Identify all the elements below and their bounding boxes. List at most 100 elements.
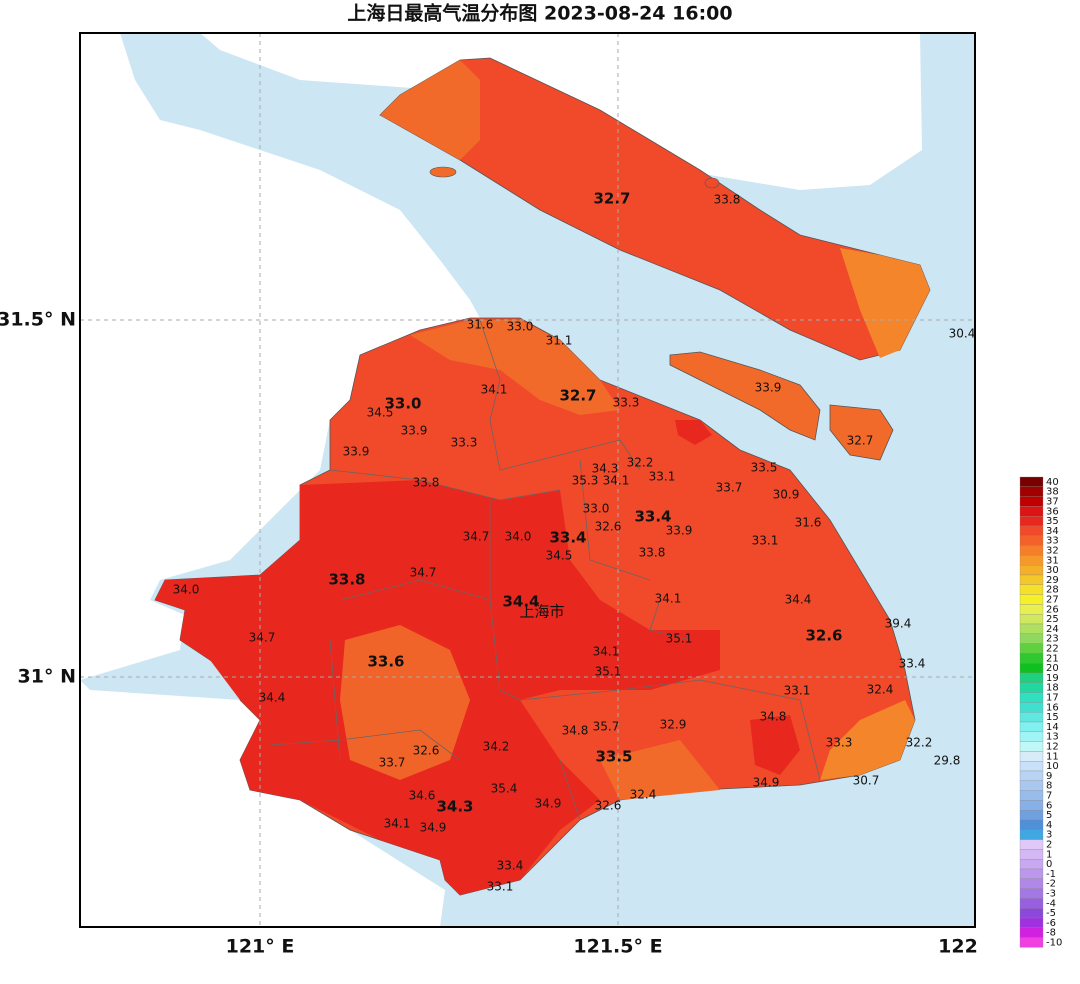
lon-label: 121° E xyxy=(226,936,295,958)
legend-swatch xyxy=(1019,594,1044,605)
legend-label: 20 xyxy=(1046,663,1059,674)
station-value: 34.4 xyxy=(259,691,286,705)
legend-label: 16 xyxy=(1046,702,1059,713)
legend-swatch xyxy=(1019,643,1044,654)
legend-swatch xyxy=(1019,702,1044,713)
station-value: 32.4 xyxy=(630,788,657,802)
legend-label: 40 xyxy=(1046,477,1059,488)
legend-label: 24 xyxy=(1046,624,1059,635)
legend-swatch xyxy=(1019,672,1044,683)
station-value: 33.7 xyxy=(716,481,743,495)
legend-swatch xyxy=(1019,584,1044,595)
legend-swatch xyxy=(1019,623,1044,634)
legend-swatch xyxy=(1019,486,1044,497)
legend-swatch xyxy=(1019,535,1044,546)
legend-swatch xyxy=(1019,927,1044,938)
legend-swatch xyxy=(1019,908,1044,919)
station-value: 33.3 xyxy=(826,736,853,750)
district-border xyxy=(269,319,821,821)
frame xyxy=(79,32,976,928)
legend-swatch xyxy=(1019,476,1044,487)
legend-label: 38 xyxy=(1046,487,1059,498)
legend-label: 35 xyxy=(1046,516,1059,527)
legend-label: 2 xyxy=(1046,840,1052,851)
lat-label: 31.5° N xyxy=(0,309,76,331)
legend-label: 3 xyxy=(1046,830,1052,841)
station-value: 34.6 xyxy=(409,789,436,803)
chongming-cool xyxy=(840,248,930,358)
district-value: 34.3 xyxy=(436,798,473,816)
legend-swatch xyxy=(1019,888,1044,899)
legend-swatch xyxy=(1019,751,1044,762)
legend-swatch xyxy=(1019,633,1044,644)
station-value: 33.8 xyxy=(639,546,666,560)
station-value: 34.9 xyxy=(420,821,447,835)
station-value: 30.7 xyxy=(853,774,880,788)
station-value: 33.8 xyxy=(413,476,440,490)
district-value: 33.4 xyxy=(634,508,671,526)
legend-swatch xyxy=(1019,829,1044,840)
district-value: 33.5 xyxy=(595,748,632,766)
legend-swatch xyxy=(1019,780,1044,791)
legend-label: 18 xyxy=(1046,683,1059,694)
district-value: 33.6 xyxy=(367,653,404,671)
station-value: 32.2 xyxy=(627,456,654,470)
islet xyxy=(429,166,457,178)
legend-label: 37 xyxy=(1046,497,1059,508)
station-value: 33.7 xyxy=(379,756,406,770)
legend-swatch xyxy=(1019,721,1044,732)
station-value: 35.1 xyxy=(595,665,622,679)
legend-swatch xyxy=(1019,849,1044,860)
station-value: 34.1 xyxy=(593,645,620,659)
legend-swatch xyxy=(1019,898,1044,909)
legend-swatch xyxy=(1019,496,1044,507)
station-value: 34.2 xyxy=(483,740,510,754)
legend-label: 22 xyxy=(1046,644,1059,655)
legend-swatch xyxy=(1019,525,1044,536)
legend-swatch xyxy=(1019,555,1044,566)
legend-label: -1 xyxy=(1046,869,1056,880)
station-value: 32.6 xyxy=(595,799,622,813)
legend-swatch xyxy=(1019,692,1044,703)
station-value: 34.7 xyxy=(249,631,276,645)
district-value: 33.4 xyxy=(549,529,586,547)
station-value: 33.4 xyxy=(899,657,926,671)
station-value: 34.8 xyxy=(760,710,787,724)
grid xyxy=(80,33,975,927)
legend-label: 30 xyxy=(1046,565,1059,576)
warm-zone xyxy=(340,625,470,780)
station-value: 34.8 xyxy=(562,724,589,738)
station-value: 34.7 xyxy=(410,566,437,580)
changxing xyxy=(829,404,894,461)
station-value: 34.1 xyxy=(603,474,630,488)
station-value: 33.9 xyxy=(755,381,782,395)
legend-label: -8 xyxy=(1046,928,1056,939)
district-value: 34.4 xyxy=(502,593,539,611)
legend-swatch xyxy=(1019,574,1044,585)
chongming-warm xyxy=(380,60,480,160)
warm-zone xyxy=(410,320,620,415)
islet xyxy=(704,177,720,189)
legend-swatch xyxy=(1019,653,1044,664)
legend-swatch xyxy=(1019,937,1044,948)
station-value: 34.9 xyxy=(753,776,780,790)
district-value: 33.0 xyxy=(384,395,421,413)
legend-label: -6 xyxy=(1046,918,1056,929)
legend-label: 13 xyxy=(1046,732,1059,743)
land-south xyxy=(80,680,445,927)
legend-label: 26 xyxy=(1046,604,1059,615)
station-value: 33.9 xyxy=(343,445,370,459)
legend-label: 25 xyxy=(1046,614,1059,625)
station-value: 32.6 xyxy=(413,744,440,758)
station-value: 33.1 xyxy=(649,470,676,484)
legend-swatch xyxy=(1019,663,1044,674)
station-value: 30.9 xyxy=(773,488,800,502)
legend-label: 8 xyxy=(1046,781,1052,792)
title: 上海日最高气温分布图 2023-08-24 16:00 xyxy=(347,2,732,25)
legend-label: -3 xyxy=(1046,889,1056,900)
legend-label: 21 xyxy=(1046,653,1059,664)
station-value: 34.3 xyxy=(592,462,619,476)
legend-swatch xyxy=(1019,800,1044,811)
station-value: 34.0 xyxy=(173,583,200,597)
legend-label: 10 xyxy=(1046,761,1059,772)
